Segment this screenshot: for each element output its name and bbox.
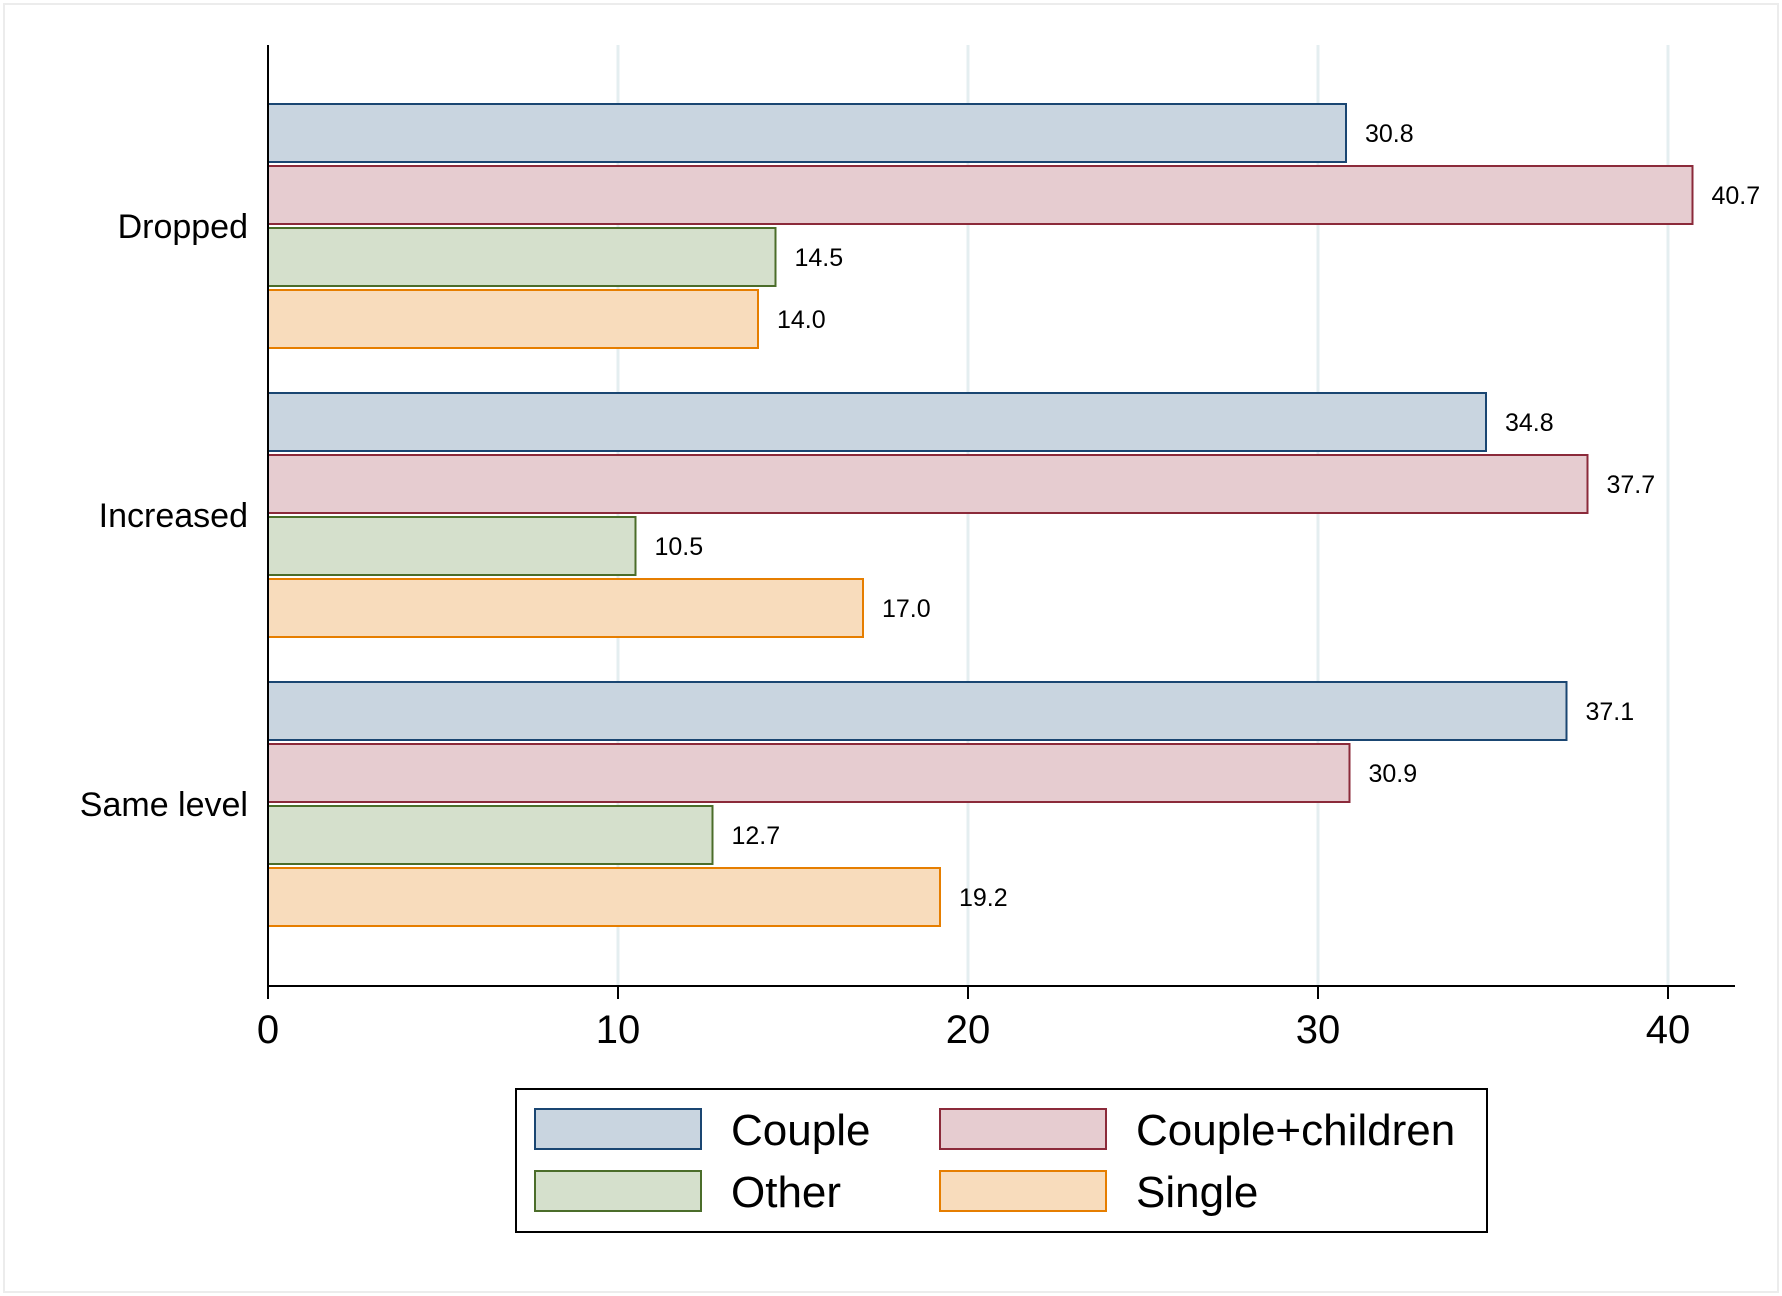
legend-swatch-couple-plus-children: [939, 1108, 1107, 1150]
data-label: 37.1: [1586, 698, 1635, 726]
legend-label: Couple+children: [1136, 1106, 1455, 1155]
data-label: 30.8: [1365, 120, 1414, 148]
x-tick-label: 0: [257, 1008, 279, 1052]
bar-dropped-single: [267, 289, 759, 349]
data-label: 30.9: [1369, 760, 1418, 788]
x-tick-label: 10: [596, 1008, 641, 1052]
legend-label: Single: [1136, 1168, 1258, 1217]
bar-same-level-couple: [267, 681, 1568, 741]
data-label: 19.2: [959, 884, 1008, 912]
bar-increased-other: [267, 516, 637, 576]
legend-label: Other: [731, 1168, 841, 1217]
bar-increased-single: [267, 578, 864, 638]
x-tick-label: 30: [1296, 1008, 1341, 1052]
data-label: 40.7: [1712, 182, 1761, 210]
bars: [267, 103, 1694, 927]
legend-swatch-other: [534, 1170, 702, 1212]
x-tick-label: 40: [1646, 1008, 1691, 1052]
x-tick-label: 20: [946, 1008, 991, 1052]
legend: Couple Couple+children Other Single: [515, 1088, 1488, 1233]
bar-same-level-single: [267, 867, 941, 927]
bar-dropped-couple-plus-children: [267, 165, 1694, 225]
data-label: 12.7: [732, 822, 781, 850]
category-label: Increased: [99, 497, 248, 535]
data-label: 14.5: [795, 244, 844, 272]
bar-same-level-other: [267, 805, 714, 865]
labels: 30.8 40.7 14.5 14.0 Dropped 34.8 37.7 10.5 17.0 I…: [80, 120, 1760, 912]
data-label: 37.7: [1607, 471, 1656, 499]
data-label: 17.0: [882, 595, 931, 623]
data-label: 14.0: [777, 306, 826, 334]
category-label: Same level: [80, 786, 248, 824]
legend-swatch-couple: [534, 1108, 702, 1150]
legend-label: Couple: [731, 1106, 870, 1155]
bar-dropped-other: [267, 227, 777, 287]
bar-increased-couple-plus-children: [267, 454, 1589, 514]
legend-swatch-single: [939, 1170, 1107, 1212]
bar-dropped-couple: [267, 103, 1347, 163]
axes: 0 10 20 30 40: [257, 45, 1735, 1052]
data-label: 10.5: [655, 533, 704, 561]
data-label: 34.8: [1505, 409, 1554, 437]
category-label: Dropped: [118, 208, 248, 246]
bar-increased-couple: [267, 392, 1487, 452]
bar-same-level-couple-plus-children: [267, 743, 1351, 803]
